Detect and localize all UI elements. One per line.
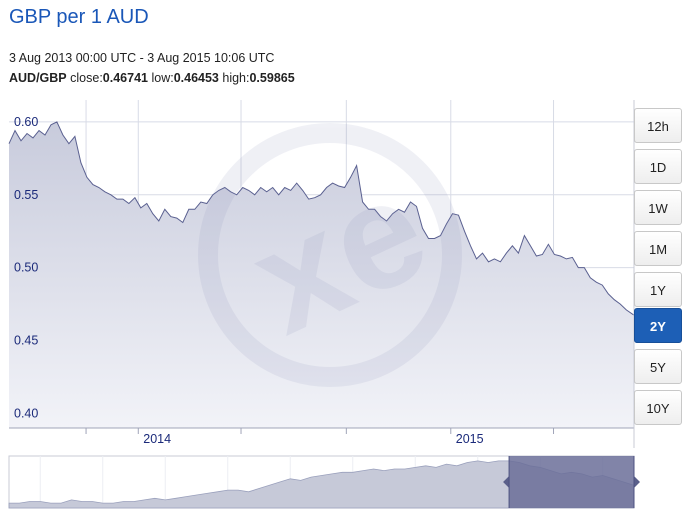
- page-title: GBP per 1 AUD: [9, 6, 149, 28]
- navigator-right-handle[interactable]: [634, 476, 640, 488]
- series-line: [8, 121, 635, 316]
- close-value: 0.46741: [102, 71, 148, 85]
- range-button-1w[interactable]: 1W: [634, 190, 682, 225]
- x-tick-label: 2014: [143, 432, 171, 446]
- navigator-selection: [509, 456, 634, 508]
- range-button-1m[interactable]: 1M: [634, 231, 682, 266]
- range-button-5y[interactable]: 5Y: [634, 349, 682, 384]
- range-button-1d[interactable]: 1D: [634, 149, 682, 184]
- high-value: 0.59865: [249, 71, 295, 85]
- date-range-label: 3 Aug 2013 00:00 UTC - 3 Aug 2015 10:06 …: [9, 51, 275, 65]
- stats-summary: AUD/GBP close:0.46741 low:0.46453 high:0…: [9, 71, 295, 85]
- close-label: close:: [70, 71, 103, 85]
- low-value: 0.46453: [173, 71, 219, 85]
- y-tick-label: 0.60: [14, 115, 38, 129]
- y-tick-label: 0.55: [14, 188, 38, 202]
- series-area: [9, 121, 634, 429]
- high-label: high:: [222, 71, 250, 85]
- navigator-left-handle[interactable]: [503, 476, 510, 488]
- plot-area: [8, 100, 635, 429]
- y-tick-label: 0.40: [14, 406, 38, 420]
- navigator[interactable]: [8, 455, 640, 509]
- range-button-12h[interactable]: 12h: [634, 108, 682, 143]
- y-tick-label: 0.45: [14, 334, 38, 348]
- range-button-1y[interactable]: 1Y: [634, 272, 682, 307]
- range-button-10y[interactable]: 10Y: [634, 390, 682, 425]
- x-tick-label: 2015: [456, 432, 484, 446]
- range-button-2y[interactable]: 2Y: [634, 308, 682, 343]
- pair-label: AUD/GBP: [9, 71, 67, 85]
- low-label: low:: [151, 71, 174, 85]
- y-tick-label: 0.50: [14, 261, 38, 275]
